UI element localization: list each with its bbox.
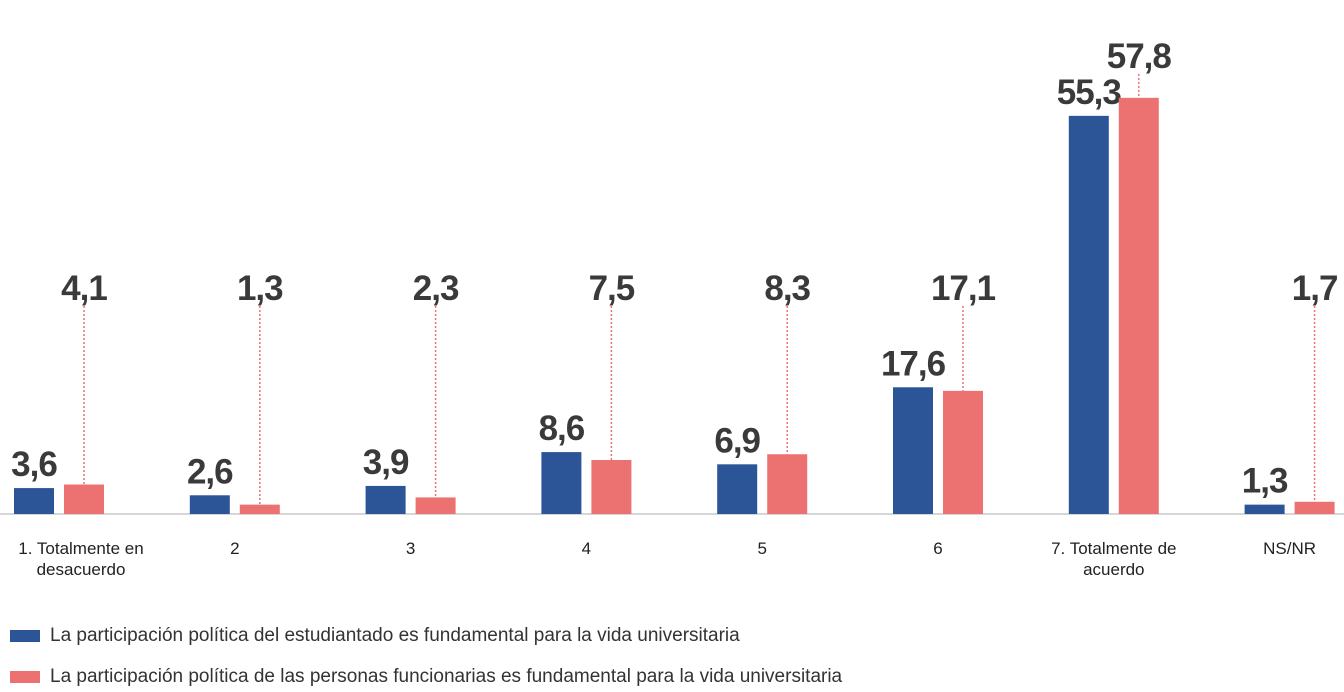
data-label: 2,6 <box>187 452 233 491</box>
data-label: 17,6 <box>881 344 946 383</box>
legend-label: La participación política de las persona… <box>50 666 843 687</box>
data-label: 4,1 <box>61 269 107 308</box>
bar <box>14 488 54 514</box>
legend-swatch <box>10 671 40 683</box>
x-tick-label: 2 <box>230 539 240 558</box>
x-tick-label: NS/NR <box>1263 539 1317 558</box>
x-tick-label: 1. Totalmente en desacuerdo <box>18 539 144 579</box>
bar <box>189 495 230 514</box>
bar <box>64 484 104 514</box>
bar <box>943 390 983 514</box>
data-label: 55,3 <box>1057 73 1122 112</box>
bar <box>1294 501 1335 514</box>
data-label: 1,3 <box>237 269 283 308</box>
x-tick-label: 6 <box>933 539 943 558</box>
x-tick-label: 7. Totalmente de acuerdo <box>1051 539 1177 579</box>
data-label: 1,7 <box>1292 269 1338 308</box>
legend-label: La participación política del estudianta… <box>50 625 740 646</box>
data-label: 17,1 <box>931 269 996 308</box>
x-tick-label: 5 <box>757 539 767 558</box>
bar <box>541 452 582 514</box>
data-label: 3,6 <box>11 445 57 484</box>
x-tick-label: 4 <box>581 539 592 558</box>
data-label: 6,9 <box>714 421 760 460</box>
data-label: 2,3 <box>413 269 459 308</box>
legend-swatch <box>10 630 40 642</box>
bar <box>893 387 933 514</box>
data-label: 8,6 <box>539 409 585 448</box>
bar <box>591 460 632 514</box>
data-label: 7,5 <box>589 269 635 308</box>
bar <box>1118 97 1159 514</box>
data-label: 3,9 <box>363 443 409 482</box>
bar <box>767 454 808 514</box>
bar <box>717 464 758 514</box>
x-tick-label: 3 <box>405 539 416 558</box>
bar <box>1244 504 1285 514</box>
data-label: 8,3 <box>764 269 810 308</box>
bar <box>415 497 456 514</box>
data-label: 1,3 <box>1242 462 1288 501</box>
bar <box>1068 115 1109 514</box>
data-label: 57,8 <box>1107 37 1172 76</box>
bar <box>239 504 280 514</box>
bar <box>365 485 406 514</box>
